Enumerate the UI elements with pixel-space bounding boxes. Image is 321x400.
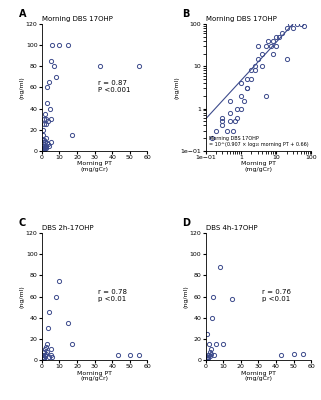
- Text: A: A: [19, 9, 26, 19]
- X-axis label: Morning PT
(mg/gCr): Morning PT (mg/gCr): [77, 161, 112, 172]
- Text: r = 0.76
p <0.01: r = 0.76 p <0.01: [262, 289, 291, 302]
- Y-axis label: (ng/ml): (ng/ml): [20, 76, 24, 99]
- Text: Morning DBS 17OHP: Morning DBS 17OHP: [42, 16, 113, 22]
- Y-axis label: (ng/ml): (ng/ml): [174, 76, 179, 99]
- Text: r = 0.78
p <0.01: r = 0.78 p <0.01: [98, 289, 127, 302]
- X-axis label: Morning PT
(mg/gCr): Morning PT (mg/gCr): [241, 161, 276, 172]
- Text: C: C: [19, 218, 26, 228]
- X-axis label: Morning PT
(mg/gCr): Morning PT (mg/gCr): [77, 370, 112, 381]
- Text: Morning DBS 17OHP: Morning DBS 17OHP: [206, 16, 276, 22]
- Y-axis label: (ng/ml): (ng/ml): [183, 285, 188, 308]
- Text: Morning DBS 17OHP
= 10^(0.907 × log₁₀ morning PT + 0.66): Morning DBS 17OHP = 10^(0.907 × log₁₀ mo…: [209, 136, 308, 147]
- Text: DBS 2h-17OHP: DBS 2h-17OHP: [42, 226, 93, 232]
- Text: B: B: [182, 9, 190, 19]
- Text: DBS 4h-17OHP: DBS 4h-17OHP: [206, 226, 257, 232]
- Y-axis label: (ng/ml): (ng/ml): [20, 285, 24, 308]
- Text: r = 0.87
P <0.001: r = 0.87 P <0.001: [98, 80, 131, 93]
- X-axis label: Morning PT
(mg/gCr): Morning PT (mg/gCr): [241, 370, 276, 381]
- Text: D: D: [182, 218, 190, 228]
